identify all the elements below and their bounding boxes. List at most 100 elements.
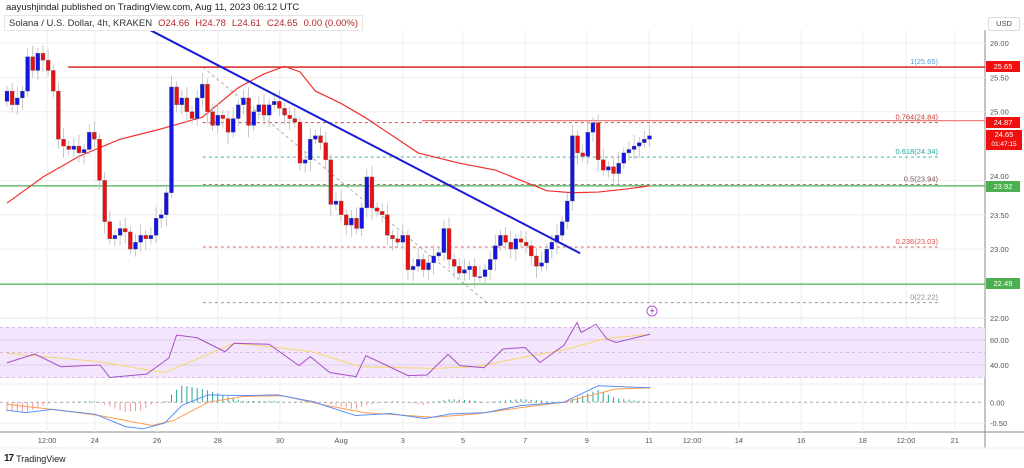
- candle: [457, 258, 462, 279]
- time-tick-label: 3: [401, 436, 405, 445]
- time-tick-label: 14: [735, 436, 743, 445]
- symbol-legend: Solana / U.S. Dollar, 4h, KRAKEN O24.66 …: [4, 15, 364, 31]
- candle: [35, 47, 40, 81]
- candle-body: [81, 149, 87, 154]
- candle: [148, 227, 154, 245]
- fib-level-label: 0.764(24.84): [895, 113, 938, 122]
- time-tick-label: 5: [461, 436, 465, 445]
- moving-average-line: [6, 65, 650, 204]
- candle: [81, 143, 87, 165]
- candle-body: [97, 139, 102, 181]
- candle: [159, 209, 164, 228]
- candle: [117, 220, 123, 245]
- candle: [318, 127, 323, 151]
- candle-body: [148, 235, 154, 239]
- candle-body: [333, 200, 339, 205]
- candle-body: [647, 135, 652, 140]
- candle-body: [421, 259, 426, 270]
- price-tick-label: 24.00: [990, 172, 1009, 181]
- candle: [354, 207, 359, 234]
- candle-body: [472, 266, 477, 277]
- candle: [452, 253, 457, 278]
- candle-body: [549, 242, 554, 250]
- candle: [66, 140, 71, 155]
- currency-button[interactable]: USD: [988, 17, 1020, 31]
- candle: [426, 254, 431, 280]
- candle: [344, 209, 349, 235]
- fib-price-badge: 24.87: [986, 117, 1020, 128]
- symbol-name[interactable]: Solana / U.S. Dollar, 4h, KRAKEN: [9, 17, 153, 29]
- candle: [380, 203, 385, 223]
- candle-body: [539, 262, 544, 267]
- candle: [369, 165, 375, 220]
- candle: [40, 45, 46, 72]
- candle: [559, 216, 565, 241]
- candle-body: [251, 111, 256, 126]
- trendline: [149, 29, 581, 255]
- price-tick-label: 25.00: [990, 108, 1009, 117]
- candle-body: [164, 192, 169, 215]
- price-tick-label: 23.50: [990, 211, 1009, 220]
- candle-body: [385, 214, 390, 236]
- candle-body: [308, 139, 313, 160]
- candle-body: [565, 200, 570, 222]
- candle-body: [256, 104, 262, 112]
- time-tick-label: 16: [797, 436, 805, 445]
- time-tick-label: 24: [91, 436, 99, 445]
- candle-body: [71, 145, 76, 150]
- candle-body: [45, 60, 51, 71]
- candle-body: [112, 235, 118, 239]
- candle: [143, 229, 148, 251]
- candle-body: [405, 235, 411, 270]
- candle-body: [338, 200, 344, 215]
- candle: [590, 117, 596, 142]
- candle-body: [601, 159, 606, 171]
- candle: [400, 224, 405, 250]
- candle-body: [189, 111, 195, 119]
- candle-body: [159, 214, 164, 219]
- candle: [410, 258, 416, 282]
- logo-mark: 17: [4, 453, 14, 464]
- candle: [215, 104, 220, 133]
- bar-countdown: 01:47:15: [991, 141, 1017, 148]
- fib-level-label: 0.618(24.34): [895, 147, 938, 156]
- candle: [488, 251, 493, 280]
- candle-body: [323, 142, 328, 160]
- time-tick-label: 26: [153, 436, 161, 445]
- candle-body: [446, 228, 452, 260]
- candle: [534, 247, 539, 278]
- candle: [200, 73, 205, 108]
- candle-body: [277, 101, 282, 109]
- candle: [266, 99, 272, 127]
- candle: [20, 85, 25, 110]
- support-lower-badge: 22.49: [986, 278, 1020, 289]
- candle-body: [354, 218, 359, 229]
- candle: [626, 141, 632, 161]
- candle-body: [215, 114, 220, 126]
- candle: [631, 135, 637, 160]
- tradingview-logo[interactable]: 17 TradingView: [4, 453, 66, 464]
- candle-body: [642, 139, 647, 143]
- candle-body: [400, 235, 405, 243]
- candle: [87, 124, 92, 155]
- candle: [482, 264, 488, 285]
- candle: [621, 147, 626, 169]
- candle: [128, 226, 133, 255]
- candle: [493, 234, 498, 272]
- rsi-line: [6, 321, 651, 379]
- candle: [405, 229, 411, 280]
- candle: [210, 103, 215, 131]
- candle-body: [529, 245, 534, 257]
- candle-body: [205, 84, 210, 112]
- candle-body: [349, 218, 354, 226]
- candle-body: [503, 235, 508, 243]
- candle: [76, 135, 82, 163]
- candle-body: [195, 97, 200, 119]
- candle: [570, 124, 575, 211]
- candle-body: [51, 70, 56, 92]
- candle: [133, 233, 138, 257]
- candle-body: [431, 255, 436, 263]
- candle: [287, 106, 292, 131]
- candle-body: [513, 238, 519, 250]
